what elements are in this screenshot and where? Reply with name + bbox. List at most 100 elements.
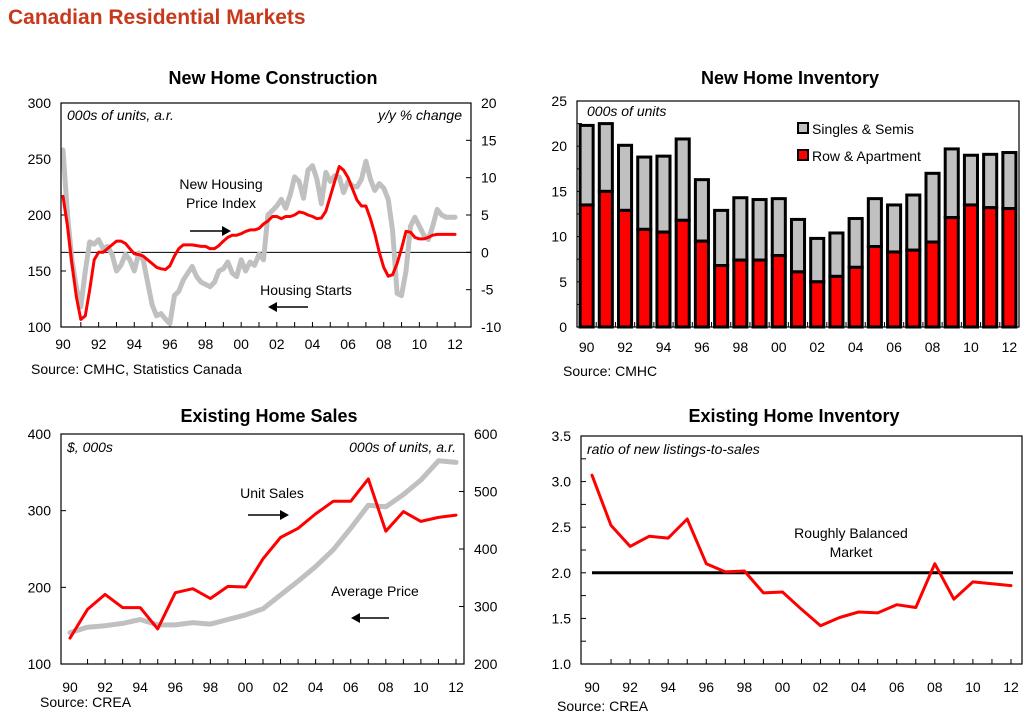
- source-label: Source: CREA: [40, 694, 132, 710]
- y-tick-label-right: 20: [481, 95, 497, 111]
- unit-label: ratio of new listings-to-sales: [587, 441, 760, 457]
- bar-singles-semis: [828, 231, 845, 278]
- x-tick-label: 92: [97, 679, 113, 695]
- x-tick-label: 08: [925, 339, 941, 355]
- bar-singles-semis: [1001, 151, 1018, 211]
- bar-row-apartment: [732, 258, 749, 329]
- x-tick-label: 06: [889, 679, 905, 695]
- x-tick-label: 08: [376, 336, 392, 352]
- bar-row-apartment: [789, 270, 807, 329]
- plot-area: 0 5 10 15 20 25 90 92 94 96 98 00 02 04 06 08 10 12: [551, 93, 1018, 355]
- y-tick-label-left: 3.5: [552, 428, 572, 444]
- arrow-right-icon: [248, 510, 289, 520]
- x-tick-label: 10: [965, 679, 981, 695]
- y-tick-label-left: 0: [559, 319, 567, 335]
- bar-row-apartment: [866, 245, 883, 329]
- x-tick-label: 92: [617, 339, 633, 355]
- bar-singles-semis: [751, 198, 768, 262]
- x-tick-label: 04: [851, 679, 867, 695]
- x-tick-label: 98: [198, 336, 214, 352]
- x-tick-label: 96: [698, 679, 714, 695]
- bar-singles-semis: [693, 178, 710, 243]
- x-tick-label: 90: [62, 679, 78, 695]
- x-tick-label: 06: [340, 336, 356, 352]
- x-tick-label: 94: [126, 336, 142, 352]
- bar-singles-semis: [732, 196, 749, 262]
- x-tick-label: 12: [448, 679, 464, 695]
- x-tick-label: 90: [55, 336, 71, 352]
- bar-row-apartment: [1001, 207, 1018, 329]
- series-line-housing-starts: [60, 147, 458, 327]
- y-tick-label-left: 25: [551, 93, 567, 109]
- bar-row-apartment: [713, 264, 730, 329]
- bar-singles-semis: [617, 143, 634, 212]
- y-tick-label-right: 500: [474, 484, 498, 500]
- annotation-unit-sales: Unit Sales: [240, 485, 304, 501]
- source-label: Source: CREA: [557, 698, 649, 714]
- arrow-left-icon: [351, 613, 389, 623]
- chart-title: Existing Home Inventory: [688, 406, 899, 426]
- bar-singles-semis: [982, 152, 999, 210]
- bar-row-apartment: [655, 230, 672, 329]
- bar-row-apartment: [943, 216, 960, 329]
- x-tick-label: 02: [809, 339, 825, 355]
- x-tick-label: 04: [848, 339, 864, 355]
- x-tick-label: 96: [162, 336, 178, 352]
- y-tick-label-right: 10: [481, 170, 497, 186]
- bar-singles-semis: [674, 137, 691, 222]
- annotation-balanced-line2: Market: [830, 544, 873, 560]
- series-line-average-price: [67, 458, 459, 636]
- bar-row-apartment: [597, 189, 614, 329]
- bar-singles-semis: [636, 155, 653, 231]
- y-tick-label-left: 2.0: [552, 565, 572, 581]
- x-tick-label: 98: [733, 339, 749, 355]
- y-tick-label-left: 200: [28, 207, 52, 223]
- y-tick-label-right: -5: [481, 282, 494, 298]
- unit-label: 000s of units: [587, 103, 666, 119]
- chart-new-home-construction: New Home Construction 100150200250300-10…: [28, 68, 502, 377]
- annotation-housing-starts: Housing Starts: [260, 282, 352, 298]
- x-tick-label: 12: [1002, 339, 1018, 355]
- y-tick-label-left: 10: [551, 229, 567, 245]
- x-tick-label: 02: [269, 336, 285, 352]
- x-tick-label: 10: [413, 679, 429, 695]
- series-line-listings-to-sales: [590, 473, 1013, 628]
- bar-singles-semis: [789, 217, 807, 274]
- y-tick-label-left: 250: [28, 151, 52, 167]
- arrow-right-icon: [190, 226, 231, 236]
- x-tick-label: 96: [167, 679, 183, 695]
- bar-singles-semis: [886, 203, 903, 254]
- y-tick-label-left: 100: [28, 656, 52, 672]
- x-tick-label: 90: [579, 339, 595, 355]
- x-tick-label: 02: [813, 679, 829, 695]
- bar-singles-semis: [655, 154, 672, 234]
- bar-singles-semis: [809, 236, 826, 284]
- bar-singles-semis: [962, 153, 979, 207]
- plot-frame: [60, 433, 465, 665]
- y-tick-label-left: 100: [28, 319, 52, 335]
- bar-row-apartment: [578, 203, 595, 329]
- x-tick-label: 00: [771, 339, 787, 355]
- bar-row-apartment: [886, 250, 903, 329]
- arrow-left-icon: [268, 302, 308, 312]
- x-tick-label: 12: [447, 336, 463, 352]
- y-tick-label-right: 600: [474, 426, 498, 442]
- left-unit-label: 000s of units, a.r.: [67, 107, 174, 123]
- plot-frame: [576, 100, 1020, 328]
- bar-row-apartment: [924, 240, 941, 329]
- x-tick-label: 92: [91, 336, 107, 352]
- y-tick-label-left: 15: [551, 183, 567, 199]
- y-tick-label-left: 200: [28, 579, 52, 595]
- left-unit-label: $, 000s: [66, 439, 113, 455]
- bar-singles-semis: [597, 122, 614, 193]
- y-tick-label-left: 300: [28, 503, 52, 519]
- legend-swatch-row-apartment: [797, 149, 809, 161]
- bar-singles-semis: [943, 147, 960, 220]
- bar-row-apartment: [847, 265, 864, 329]
- x-tick-label: 10: [412, 336, 428, 352]
- y-tick-label-left: 1.0: [552, 656, 572, 672]
- x-tick-label: 04: [305, 336, 321, 352]
- bar-singles-semis: [770, 197, 787, 258]
